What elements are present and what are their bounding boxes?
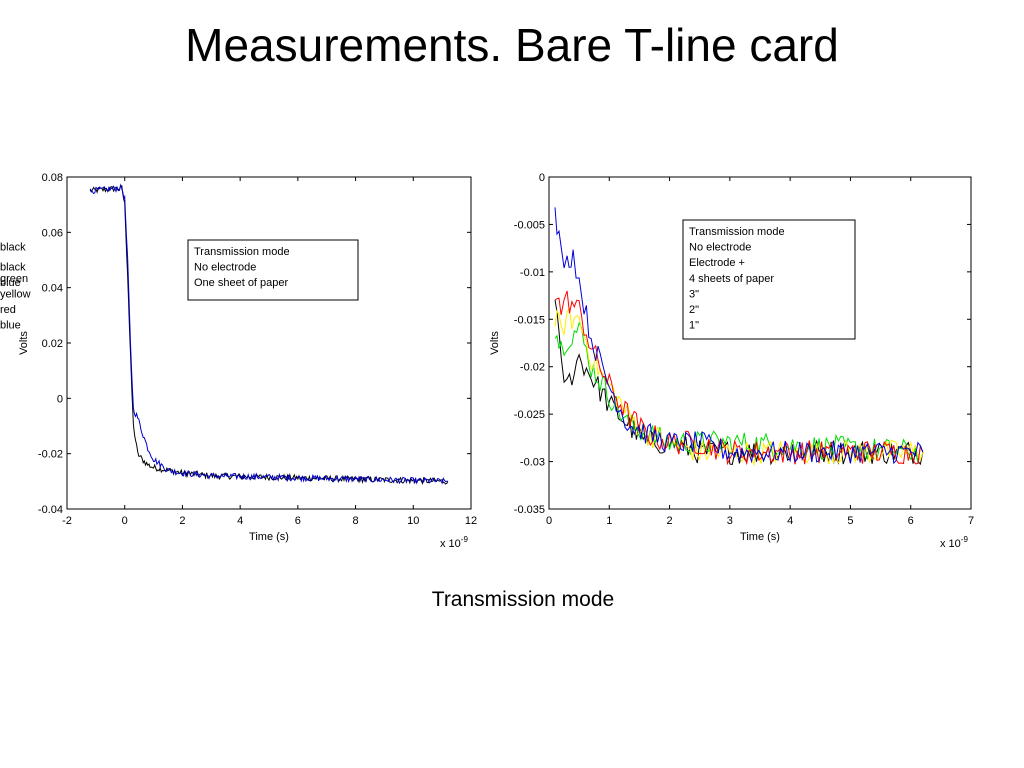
x-tick-label: 5 — [847, 515, 853, 527]
chart-left: -2 0 2 4 6 8 10 12 -0.04 -0.02 0 0.02 0.04 0.06 0.08 Ti… — [0, 172, 477, 550]
x-tick-label: 4 — [237, 515, 243, 527]
y-tick-label: -0.035 — [514, 504, 545, 516]
legend-entry-color: blue — [0, 277, 21, 289]
legend-entry-color: red — [0, 304, 16, 316]
legend-entry-label: 4 sheets of paper — [689, 273, 774, 285]
x-tick-label: 0 — [122, 515, 128, 527]
chart-right: 0 1 2 3 4 5 6 7-0.035-0.03-0.025-0.02-0.015-0.0… — [0, 172, 974, 550]
series-line-0 — [89, 185, 449, 486]
legend-entry-color: black — [0, 262, 26, 274]
y-tick-label: 0 — [539, 172, 545, 184]
y-tick-label: -0.005 — [514, 219, 545, 231]
legend-entry-label: One sheet of paper — [194, 277, 289, 289]
legend-entry-color: blue — [0, 320, 21, 332]
y-tick-label: 0.08 — [42, 172, 63, 184]
y-tick-label: -0.02 — [38, 449, 63, 461]
x-exponent-label: x 10-9 — [440, 535, 468, 550]
legend-entry-color: green — [0, 273, 28, 285]
x-tick-label: 6 — [295, 515, 301, 527]
series-line-4 — [554, 207, 924, 465]
x-exponent-power: -9 — [461, 535, 469, 544]
legend-entry-label: 3" — [689, 288, 699, 300]
y-tick-label: 0.04 — [42, 283, 63, 295]
y-axis-label: Volts — [18, 331, 30, 355]
y-tick-label: -0.01 — [520, 267, 545, 279]
x-tick-label: 7 — [968, 515, 974, 527]
legend-entry-label: Electrode + — [689, 257, 745, 269]
slide-caption: Transmission mode — [431, 588, 615, 611]
x-tick-label: 3 — [727, 515, 733, 527]
legend-entry-label: Transmission mode — [689, 226, 785, 238]
legend-box — [682, 219, 856, 340]
x-tick-label: 12 — [465, 515, 477, 527]
y-tick-label: 0 — [57, 393, 63, 405]
plot-frame — [66, 176, 472, 510]
y-tick-label: -0.025 — [514, 409, 545, 421]
legend-entry-label: No electrode — [194, 262, 256, 274]
legend-entry-label: 2" — [689, 304, 699, 316]
legend-entry-label: Transmission mode — [194, 246, 290, 258]
legend-entry-color: yellow — [0, 288, 31, 300]
x-tick-label: 0 — [546, 515, 552, 527]
y-tick-label: -0.015 — [514, 314, 545, 326]
x-tick-label: 4 — [787, 515, 793, 527]
x-tick-label: 1 — [606, 515, 612, 527]
x-tick-label: 6 — [908, 515, 914, 527]
legend-entry-label: No electrode — [689, 242, 751, 254]
legend-entry-color: black — [0, 242, 26, 254]
series-line-1 — [89, 183, 448, 485]
x-axis-label: Time (s) — [740, 531, 780, 543]
plot-frame — [548, 176, 972, 510]
y-tick-label: -0.02 — [520, 362, 545, 374]
slide-title: Measurements. Bare T-line card — [185, 19, 839, 71]
x-axis-label: Time (s) — [249, 531, 289, 543]
x-tick-label: -2 — [62, 515, 72, 527]
x-tick-label: 2 — [667, 515, 673, 527]
x-tick-label: 8 — [353, 515, 359, 527]
x-exponent-label: x 10-9 — [940, 535, 968, 550]
y-tick-label: 0.02 — [42, 338, 63, 350]
x-tick-label: 2 — [179, 515, 185, 527]
series-line-3 — [554, 290, 924, 466]
x-exponent-power: -9 — [961, 535, 969, 544]
y-axis-label: Volts — [489, 331, 501, 355]
legend-entry-label: 1" — [689, 320, 699, 332]
x-tick-label: 10 — [407, 515, 419, 527]
y-tick-label: -0.03 — [520, 457, 545, 469]
y-tick-label: -0.04 — [38, 504, 63, 516]
y-tick-label: 0.06 — [42, 227, 63, 239]
legend-box — [187, 239, 359, 301]
